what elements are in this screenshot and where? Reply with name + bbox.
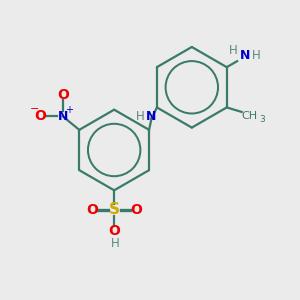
Text: H: H	[252, 49, 260, 62]
Text: N: N	[146, 110, 157, 123]
Text: CH: CH	[241, 111, 257, 122]
Text: O: O	[86, 203, 98, 217]
Text: O: O	[130, 203, 142, 217]
Text: −: −	[30, 104, 39, 114]
Text: O: O	[108, 224, 120, 238]
Text: O: O	[34, 110, 46, 123]
Text: O: O	[57, 88, 69, 102]
Text: H: H	[136, 110, 145, 123]
Text: N: N	[58, 110, 68, 123]
Text: +: +	[65, 105, 74, 115]
Text: H: H	[229, 44, 238, 57]
Text: H: H	[111, 237, 120, 250]
Text: S: S	[109, 202, 120, 217]
Text: 3: 3	[259, 116, 265, 124]
Text: N: N	[239, 49, 250, 62]
